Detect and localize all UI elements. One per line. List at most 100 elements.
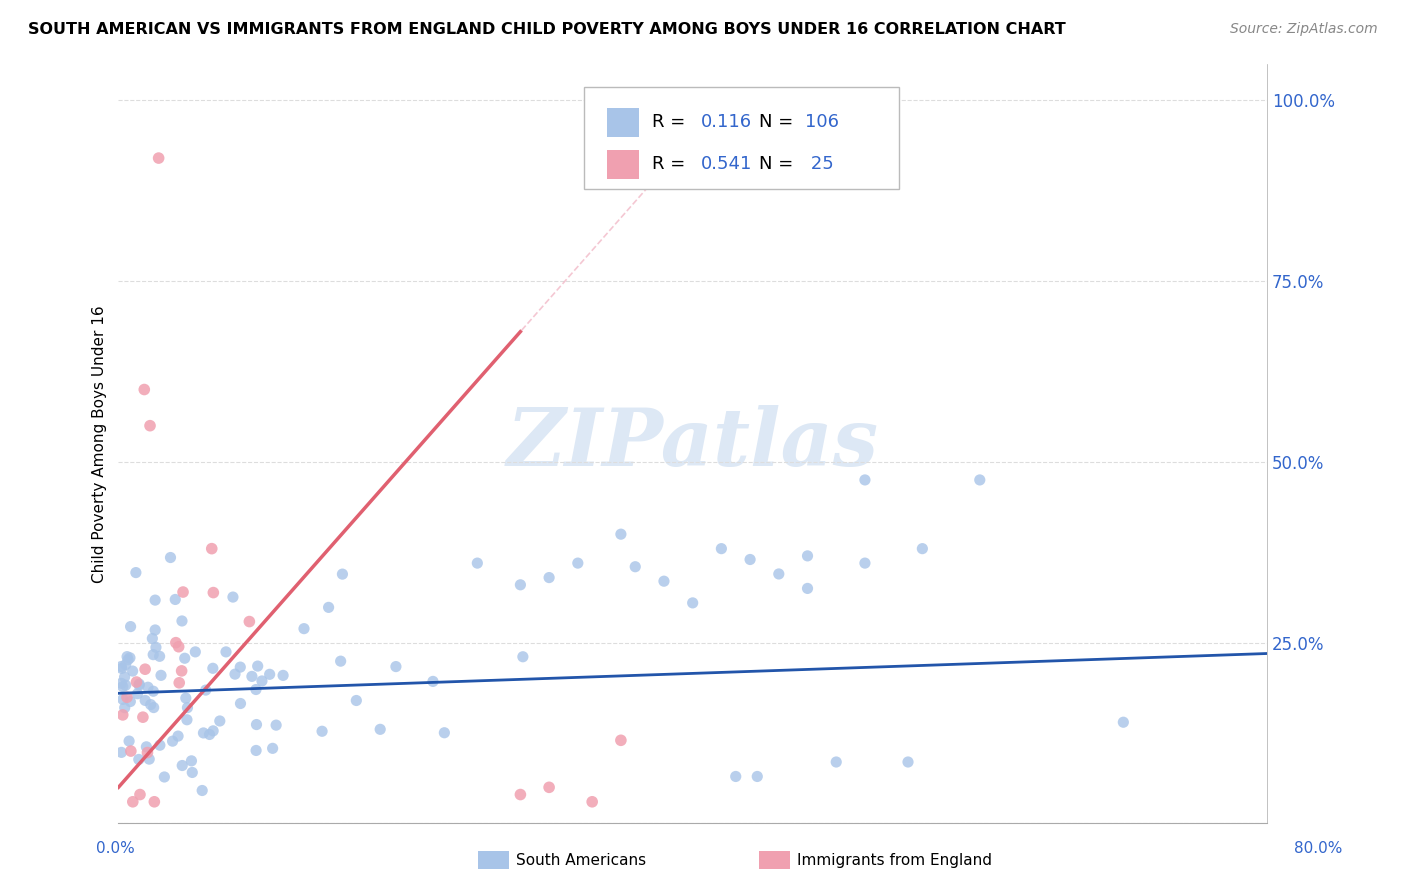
Point xyxy=(176,713,198,727)
Point xyxy=(610,733,633,747)
Point xyxy=(201,541,224,556)
Point xyxy=(110,676,132,690)
Point xyxy=(167,729,190,743)
Point xyxy=(433,725,456,739)
Point xyxy=(149,738,172,752)
Point xyxy=(149,649,172,664)
Point xyxy=(170,614,193,628)
Text: 25: 25 xyxy=(806,155,834,173)
Point xyxy=(229,697,252,711)
Point xyxy=(167,675,190,690)
Point xyxy=(245,682,267,697)
Point xyxy=(139,698,162,712)
Point xyxy=(969,473,991,487)
Point xyxy=(245,743,267,757)
Point xyxy=(201,661,224,675)
Point xyxy=(114,670,136,684)
Point xyxy=(311,724,333,739)
Point xyxy=(142,700,165,714)
Point xyxy=(1112,715,1135,730)
Point xyxy=(329,654,352,668)
Point xyxy=(581,795,603,809)
Text: 106: 106 xyxy=(806,113,839,131)
Point xyxy=(128,677,150,691)
Point xyxy=(143,593,166,607)
Point xyxy=(264,718,287,732)
Point xyxy=(138,752,160,766)
Point xyxy=(738,552,761,566)
Text: 0.0%: 0.0% xyxy=(96,841,135,856)
Point xyxy=(129,788,152,802)
Point xyxy=(682,596,704,610)
Point xyxy=(120,694,142,708)
Point xyxy=(292,622,315,636)
Point xyxy=(538,571,561,585)
Point xyxy=(224,667,246,681)
Point xyxy=(111,692,134,706)
Point xyxy=(271,668,294,682)
Point xyxy=(567,556,589,570)
Point xyxy=(117,653,139,667)
Point xyxy=(121,795,143,809)
Point xyxy=(153,770,176,784)
Point xyxy=(509,578,531,592)
Text: Immigrants from England: Immigrants from England xyxy=(797,854,993,868)
Point xyxy=(120,619,142,633)
Point xyxy=(142,648,165,662)
Text: 0.541: 0.541 xyxy=(700,155,752,173)
Point xyxy=(134,383,156,397)
Point xyxy=(259,667,281,681)
Point xyxy=(174,691,197,706)
Point xyxy=(136,746,159,760)
Point xyxy=(120,744,142,758)
Point xyxy=(191,783,214,797)
Point xyxy=(127,687,149,701)
Point xyxy=(897,755,920,769)
Point xyxy=(134,693,156,707)
Point xyxy=(422,674,444,689)
Point xyxy=(222,590,245,604)
Point xyxy=(624,559,647,574)
Point xyxy=(115,690,138,705)
Point xyxy=(139,418,162,433)
Y-axis label: Child Poverty Among Boys Under 16: Child Poverty Among Boys Under 16 xyxy=(93,305,107,582)
Point xyxy=(114,657,136,672)
Point xyxy=(796,582,818,596)
Point xyxy=(240,669,263,683)
Point xyxy=(176,700,198,714)
Point xyxy=(911,541,934,556)
Point xyxy=(118,734,141,748)
Point xyxy=(724,769,747,783)
Point xyxy=(385,659,408,673)
Text: 80.0%: 80.0% xyxy=(1295,841,1343,856)
Point xyxy=(229,660,252,674)
FancyBboxPatch shape xyxy=(583,87,900,189)
Point xyxy=(262,741,284,756)
Point xyxy=(159,550,181,565)
Point xyxy=(111,661,134,675)
Point xyxy=(332,567,354,582)
Point xyxy=(465,556,488,570)
Point xyxy=(710,541,733,556)
Point xyxy=(141,632,163,646)
Text: ZIPatlas: ZIPatlas xyxy=(506,405,879,483)
Point xyxy=(184,645,207,659)
Text: N =: N = xyxy=(759,155,799,173)
Point xyxy=(125,675,148,690)
Point xyxy=(853,556,876,570)
Text: N =: N = xyxy=(759,113,799,131)
FancyBboxPatch shape xyxy=(606,108,638,136)
Point xyxy=(509,788,531,802)
Point xyxy=(143,795,166,809)
Point xyxy=(825,755,848,769)
Point xyxy=(202,723,225,738)
Point xyxy=(170,664,193,678)
Point xyxy=(114,678,136,692)
Point xyxy=(111,707,134,722)
Text: SOUTH AMERICAN VS IMMIGRANTS FROM ENGLAND CHILD POVERTY AMONG BOYS UNDER 16 CORR: SOUTH AMERICAN VS IMMIGRANTS FROM ENGLAN… xyxy=(28,22,1066,37)
Point xyxy=(202,585,225,599)
Point xyxy=(238,615,260,629)
Point xyxy=(148,151,170,165)
Point xyxy=(165,592,187,607)
Point xyxy=(215,645,238,659)
